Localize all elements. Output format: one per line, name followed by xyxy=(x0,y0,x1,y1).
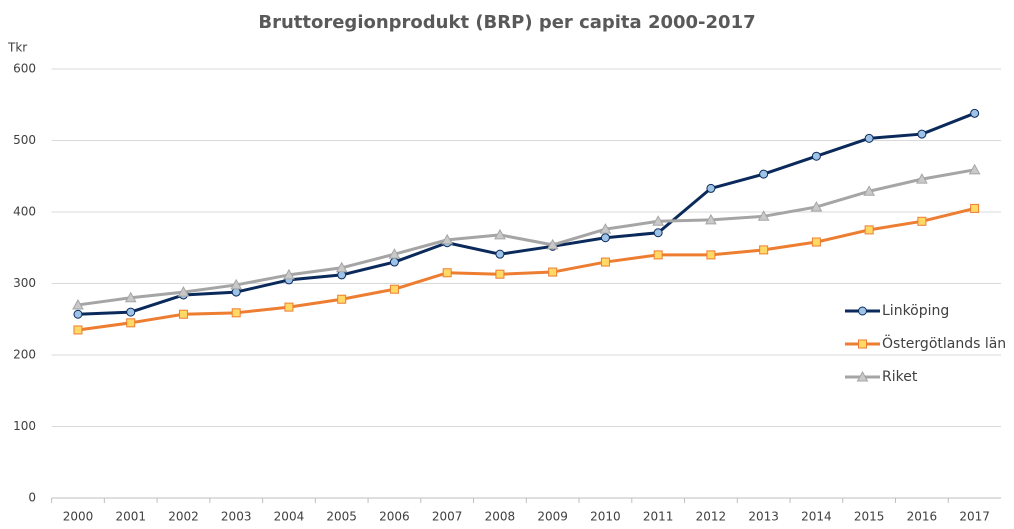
series-line xyxy=(77,206,975,332)
x-tick-label: 2016 xyxy=(907,510,938,524)
marker xyxy=(389,257,399,267)
marker xyxy=(759,169,769,179)
y-tick-label: 600 xyxy=(13,62,36,76)
x-tick-label: 2007 xyxy=(432,510,463,524)
marker xyxy=(970,203,980,213)
marker xyxy=(810,200,823,212)
marker xyxy=(389,284,399,294)
y-tick-label: 300 xyxy=(13,276,36,290)
marker xyxy=(600,233,610,243)
x-tick-label: 2011 xyxy=(643,510,674,524)
y-tick-label: 400 xyxy=(13,205,36,219)
marker xyxy=(653,228,663,238)
marker xyxy=(864,225,874,235)
marker xyxy=(284,302,294,312)
x-tick-label: 2001 xyxy=(115,510,146,524)
chart-title: Bruttoregionprodukt (BRP) per capita 200… xyxy=(258,12,755,33)
series-line xyxy=(77,168,975,307)
y-tick-label: 100 xyxy=(13,419,36,433)
marker xyxy=(335,261,348,273)
legend-marker xyxy=(856,370,869,382)
marker xyxy=(652,215,665,226)
marker xyxy=(757,210,770,221)
y-axis-label: Tkr xyxy=(7,41,27,55)
marker xyxy=(126,318,136,328)
x-tick-label: 2004 xyxy=(274,510,305,524)
series-line xyxy=(77,111,976,316)
marker xyxy=(230,278,243,290)
x-tick-label: 2000 xyxy=(63,510,94,524)
marker xyxy=(917,216,927,226)
x-tick-label: 2015 xyxy=(854,510,885,524)
marker xyxy=(388,248,401,259)
x-tick-label: 2005 xyxy=(326,510,357,524)
marker xyxy=(970,108,980,118)
marker xyxy=(441,233,454,245)
y-tick-label: 500 xyxy=(13,133,36,147)
marker xyxy=(811,151,821,161)
marker xyxy=(72,298,84,310)
y-tick-label: 0 xyxy=(28,491,36,505)
legend-marker xyxy=(858,306,867,316)
marker xyxy=(337,294,347,304)
marker xyxy=(73,325,83,335)
marker xyxy=(548,267,558,277)
x-tick-label: 2010 xyxy=(590,510,621,524)
marker xyxy=(706,183,716,193)
y-tick-label: 200 xyxy=(13,348,36,362)
x-tick-label: 2017 xyxy=(959,510,990,524)
marker xyxy=(283,268,295,280)
marker xyxy=(916,173,928,184)
marker xyxy=(546,238,559,250)
marker xyxy=(495,249,505,259)
x-tick-label: 2003 xyxy=(221,510,252,524)
marker xyxy=(968,163,981,175)
x-tick-label: 2002 xyxy=(168,510,199,524)
marker xyxy=(706,250,716,260)
marker xyxy=(73,309,83,319)
marker xyxy=(126,307,136,317)
marker xyxy=(917,129,927,139)
marker xyxy=(705,213,717,225)
legend-label: Östergötlands län xyxy=(882,334,1006,352)
x-tick-label: 2014 xyxy=(801,510,832,524)
marker xyxy=(178,309,188,319)
x-tick-label: 2006 xyxy=(379,510,410,524)
marker xyxy=(442,268,452,278)
marker xyxy=(177,286,190,297)
x-tick-label: 2009 xyxy=(537,510,568,524)
marker xyxy=(600,257,610,267)
marker xyxy=(495,269,505,279)
marker xyxy=(599,223,612,234)
x-tick-label: 2013 xyxy=(748,510,779,524)
marker xyxy=(494,228,506,240)
marker xyxy=(863,185,875,196)
marker xyxy=(231,308,241,318)
x-tick-label: 2008 xyxy=(485,510,516,524)
legend-label: Riket xyxy=(882,369,918,385)
marker xyxy=(759,245,769,255)
marker xyxy=(811,237,821,247)
legend-label: Linköping xyxy=(882,303,949,319)
marker xyxy=(124,291,137,303)
marker xyxy=(653,250,663,260)
x-tick-label: 2012 xyxy=(696,510,727,524)
legend-marker xyxy=(858,339,867,349)
marker xyxy=(864,133,874,143)
